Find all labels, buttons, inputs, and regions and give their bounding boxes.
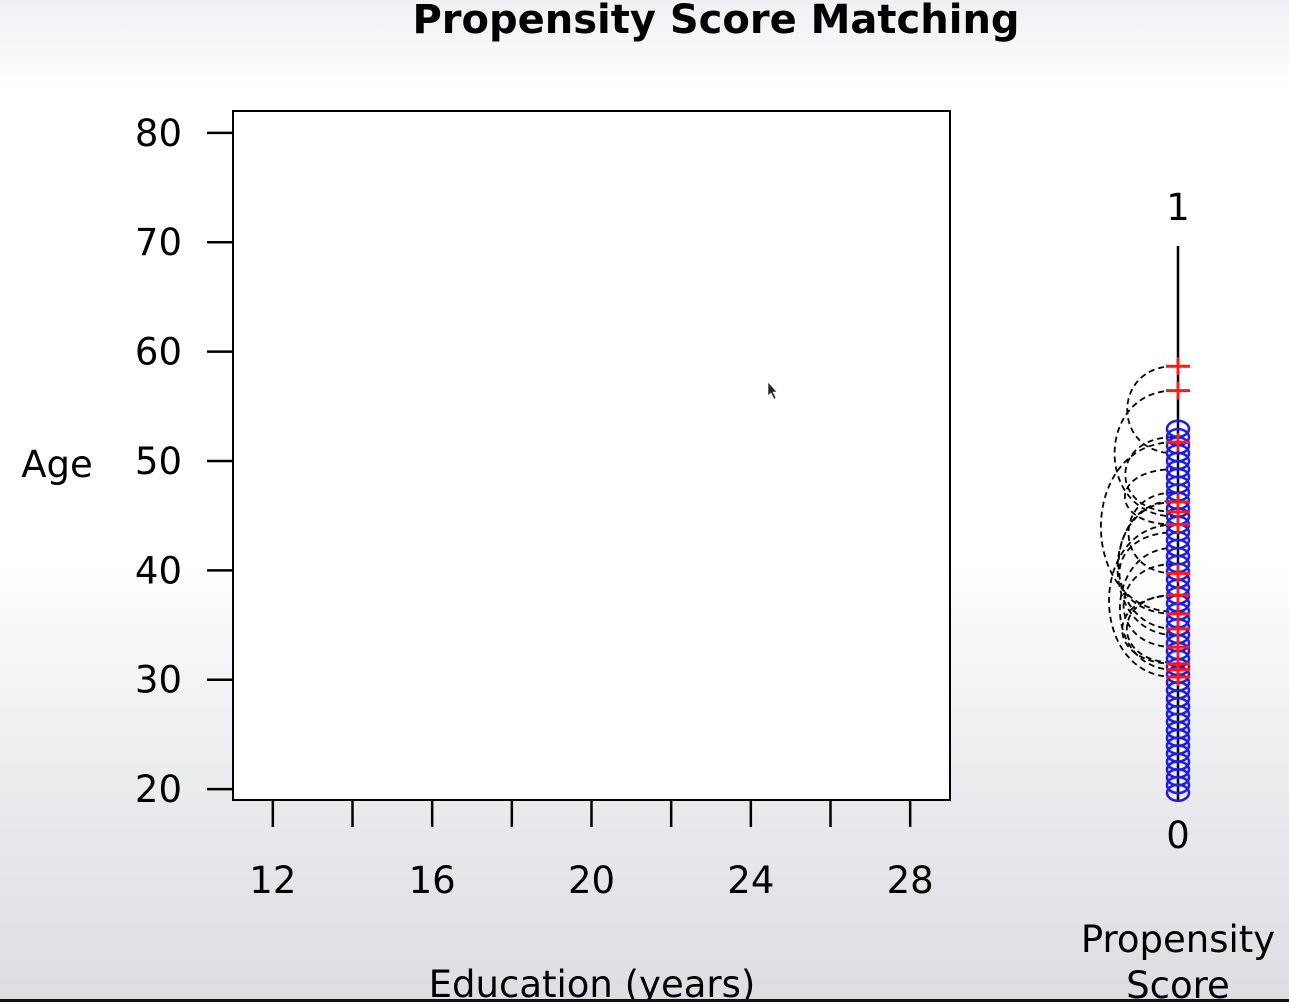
match-line	[1122, 563, 1175, 648]
match-line	[1119, 547, 1175, 671]
ps-axis-label: Propensity Score	[1081, 918, 1275, 1002]
bottom-divider	[0, 999, 1289, 1002]
y-tick-label: 30	[135, 659, 182, 702]
treated-point	[1166, 638, 1190, 657]
treated-point	[1166, 619, 1190, 638]
match-line	[1125, 594, 1175, 664]
treated-point	[1166, 381, 1190, 400]
match-line	[1117, 499, 1175, 630]
matching-lines	[1099, 365, 1175, 678]
x-tick-label: 12	[249, 859, 296, 902]
y-tick-label: 20	[135, 768, 182, 811]
treated-points	[1166, 357, 1190, 687]
treated-point	[1166, 357, 1190, 376]
x-tick-label: 24	[727, 859, 774, 902]
x-axis: 12 16 20 24 28	[249, 800, 934, 902]
y-tick-label: 50	[135, 440, 182, 483]
match-line	[1118, 531, 1175, 615]
y-tick-label: 80	[135, 112, 182, 155]
treated-point	[1166, 564, 1190, 583]
control-point	[1165, 783, 1191, 803]
match-line	[1099, 441, 1175, 613]
propensity-score-strip	[1099, 246, 1191, 803]
y-tick-label: 60	[135, 331, 182, 374]
ps-tick-label-bottom: 0	[1166, 814, 1190, 857]
y-tick-label: 40	[135, 549, 182, 592]
treated-point	[1166, 668, 1190, 687]
y-axis-label: Age	[21, 443, 93, 486]
treated-point	[1166, 586, 1190, 605]
x-tick-label: 28	[887, 859, 934, 902]
chart-title: Propensity Score Matching	[412, 0, 1019, 43]
match-line	[1113, 389, 1175, 518]
match-line	[1121, 594, 1175, 665]
match-line	[1126, 365, 1175, 455]
x-axis-label: Education (years)	[429, 963, 756, 1002]
treated-point	[1166, 515, 1190, 534]
control-point	[1165, 775, 1191, 795]
main-plot-area	[232, 110, 951, 801]
match-line	[1108, 523, 1175, 678]
treated-point	[1166, 433, 1190, 452]
match-line	[1124, 436, 1175, 513]
match-line	[1123, 468, 1175, 526]
mouse-cursor-icon	[767, 381, 778, 400]
x-tick-label: 16	[409, 859, 456, 902]
y-axis: 20 30 40 50 60 70 80	[135, 112, 233, 811]
y-tick-label: 70	[135, 221, 182, 264]
x-tick-label: 20	[568, 859, 615, 902]
ps-tick-label-top: 1	[1166, 186, 1190, 229]
